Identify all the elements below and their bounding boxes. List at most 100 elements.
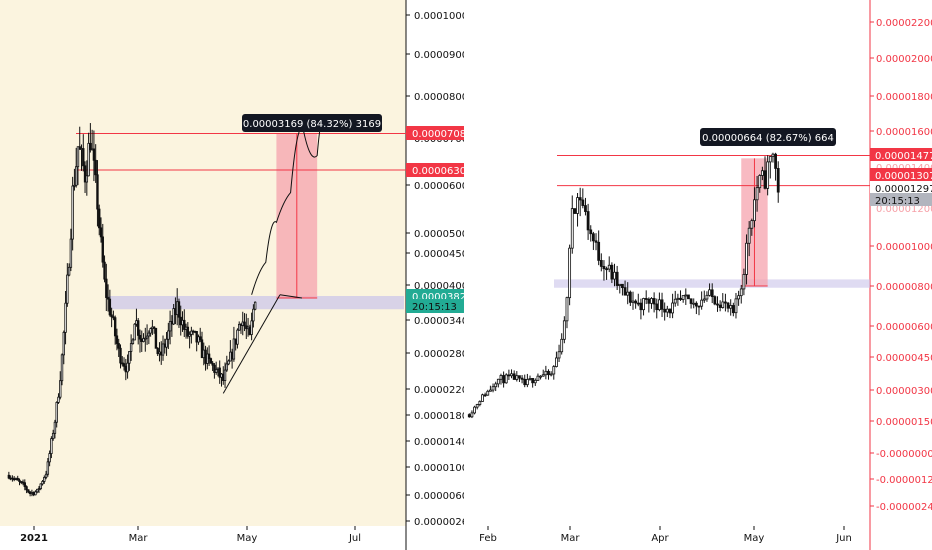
left-price-axis-background[interactable] (406, 0, 464, 526)
right-candle (565, 296, 569, 329)
right-candle (710, 283, 714, 304)
right-candle (483, 392, 487, 397)
right-candle (504, 373, 508, 384)
right-candle (525, 373, 529, 388)
right-price-tick-label: 0.00002200 (876, 18, 932, 29)
right-price-tick-label: 0.00001800 (876, 92, 932, 103)
left-candle (207, 345, 211, 366)
left-trendline-ext[interactable] (279, 294, 303, 299)
right-candle (687, 294, 690, 300)
right-candle (584, 197, 587, 216)
right-candle (512, 370, 516, 380)
left-candle (41, 480, 44, 486)
right-candle (684, 288, 688, 305)
right-candle (491, 383, 495, 393)
right-candle (700, 291, 704, 310)
left-chart-panel[interactable]: 0.000100000.000090000.000080000.00007000… (0, 0, 474, 550)
left-candle (252, 304, 255, 328)
left-candle (188, 331, 191, 349)
left-candle (113, 315, 117, 345)
right-candle (560, 333, 564, 355)
left-time-axis-background[interactable] (0, 526, 464, 550)
left-candle (119, 344, 122, 369)
right-price-tick-label: 0.00000150 (876, 417, 932, 428)
left-candle (57, 393, 60, 404)
left-candle (138, 329, 142, 353)
left-candle (133, 323, 136, 341)
left-projection-curve[interactable] (251, 117, 325, 295)
right-candle (631, 291, 635, 310)
left-candle (199, 327, 202, 343)
right-candle (647, 297, 651, 313)
left-candle (92, 130, 96, 182)
left-candle (147, 330, 151, 345)
left-candle (161, 335, 165, 361)
left-price-tick-label: 0.00004500 (414, 249, 474, 260)
right-candle (726, 301, 730, 313)
right-price-axis-background[interactable] (870, 0, 932, 526)
left-trendline[interactable] (222, 294, 303, 394)
right-candle (473, 405, 476, 415)
left-price-tick-label: 0.00002200 (414, 385, 474, 396)
left-candle (172, 303, 175, 326)
right-candle (623, 280, 627, 296)
right-price-tick-label: -0.00000000 (876, 449, 932, 460)
right-candle (523, 374, 527, 388)
left-candle (128, 351, 131, 371)
right-candle (499, 373, 503, 385)
tag-resistance-high: 0.00001477 (870, 148, 932, 162)
right-candle (716, 296, 719, 312)
left-time-tick-label: 2021 (20, 533, 48, 544)
left-candle (167, 322, 170, 350)
right-candle (665, 305, 669, 318)
left-candle (214, 361, 218, 375)
right-candle (562, 316, 566, 344)
left-projection-path[interactable] (251, 117, 325, 295)
left-candle (250, 312, 253, 341)
left-candle (227, 359, 230, 366)
right-candle (547, 369, 550, 380)
right-horizontal-lines[interactable] (557, 155, 870, 187)
left-candle (74, 147, 78, 188)
right-time-tick-label: Feb (479, 533, 497, 544)
left-candle (200, 331, 204, 359)
left-candle (115, 328, 119, 351)
right-time-tick-label: Jun (835, 533, 852, 544)
right-measure-box[interactable] (741, 158, 768, 287)
right-candle (724, 293, 727, 312)
right-candle (774, 152, 777, 181)
left-candle (142, 333, 145, 343)
right-candle (758, 174, 762, 193)
right-candle (644, 290, 648, 305)
right-candle (541, 369, 545, 377)
right-candle (689, 298, 693, 309)
left-horizontal-lines[interactable] (76, 132, 406, 171)
left-candle (145, 324, 149, 345)
right-candle (694, 301, 698, 315)
left-candle (156, 347, 159, 357)
left-candle (94, 144, 97, 183)
left-candle (101, 223, 104, 268)
right-candle (663, 302, 667, 321)
right-candle (739, 284, 743, 304)
right-price-tick-label-faded: 0.00001200 (876, 204, 932, 215)
right-candle (639, 298, 643, 320)
right-candle (607, 256, 611, 273)
right-candle (737, 290, 741, 306)
left-candle (23, 479, 27, 491)
left-candle (78, 126, 81, 150)
tag-countdown: 20:15:13 (406, 299, 464, 313)
right-candle (486, 389, 490, 396)
right-candle (589, 225, 593, 242)
right-candle (734, 292, 738, 319)
left-measure-label-text: 0.00003169 (84.32%) 3169 (243, 119, 381, 130)
left-trendline-line[interactable] (222, 294, 281, 394)
left-measure-box[interactable] (276, 133, 318, 299)
right-chart-panel[interactable]: 0.00002200 0.00002000 0.00001800 0.00001600… (464, 0, 932, 550)
right-candle (660, 292, 664, 318)
tag-resistance-high: 0.00007089 (406, 126, 472, 140)
right-candle (591, 231, 595, 250)
left-candle (53, 419, 57, 439)
right-candle (642, 297, 645, 316)
